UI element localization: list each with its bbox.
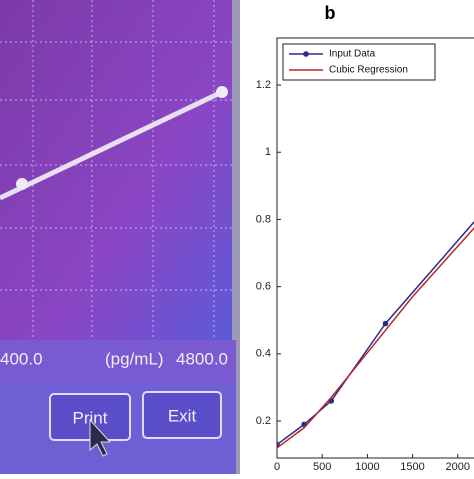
x-tick-label: 1000 (355, 461, 379, 473)
data-point (382, 320, 389, 327)
legend-box (282, 43, 436, 81)
y-tick-label: 1.2 (256, 79, 271, 91)
x-tick-label: 2000 (445, 461, 469, 473)
legend-label: Input Data (329, 49, 376, 60)
x-tick-label: 1500 (400, 461, 424, 473)
screen-line (0, 89, 224, 201)
x-tick-label: 0 (274, 461, 280, 473)
screen-point (16, 178, 28, 190)
legend-marker (303, 51, 309, 57)
y-tick-label: 0.4 (256, 348, 271, 360)
x-unit: (pg/mL) (105, 349, 164, 368)
x-right-label: 4800.0 (176, 349, 228, 368)
y-tick-label: 0.6 (256, 281, 271, 293)
cursor (89, 418, 112, 457)
screen-plot (0, 0, 232, 340)
exit-button[interactable] (142, 391, 222, 439)
series-line (277, 227, 474, 449)
screen-footer (0, 340, 236, 384)
exit-label[interactable]: Exit (168, 406, 197, 425)
y-tick-label: 0.8 (256, 213, 271, 225)
plot-area (277, 220, 474, 449)
panel-a-photo: 400.0 (pg/mL) 4800.0 Print Exit (0, 0, 240, 474)
y-tick-label: 0.2 (256, 415, 271, 427)
y-tick-label: 1 (265, 146, 271, 158)
panel-label: b (325, 3, 336, 23)
legend-label: Cubic Regression (329, 65, 408, 76)
screen-point (216, 86, 228, 98)
x-left-label: 400.0 (0, 349, 43, 368)
series-line (277, 220, 474, 446)
plot-frame (276, 37, 474, 459)
print-label[interactable]: Print (73, 408, 108, 427)
screen-grid (0, 0, 232, 340)
x-tick-label: 500 (313, 461, 331, 473)
